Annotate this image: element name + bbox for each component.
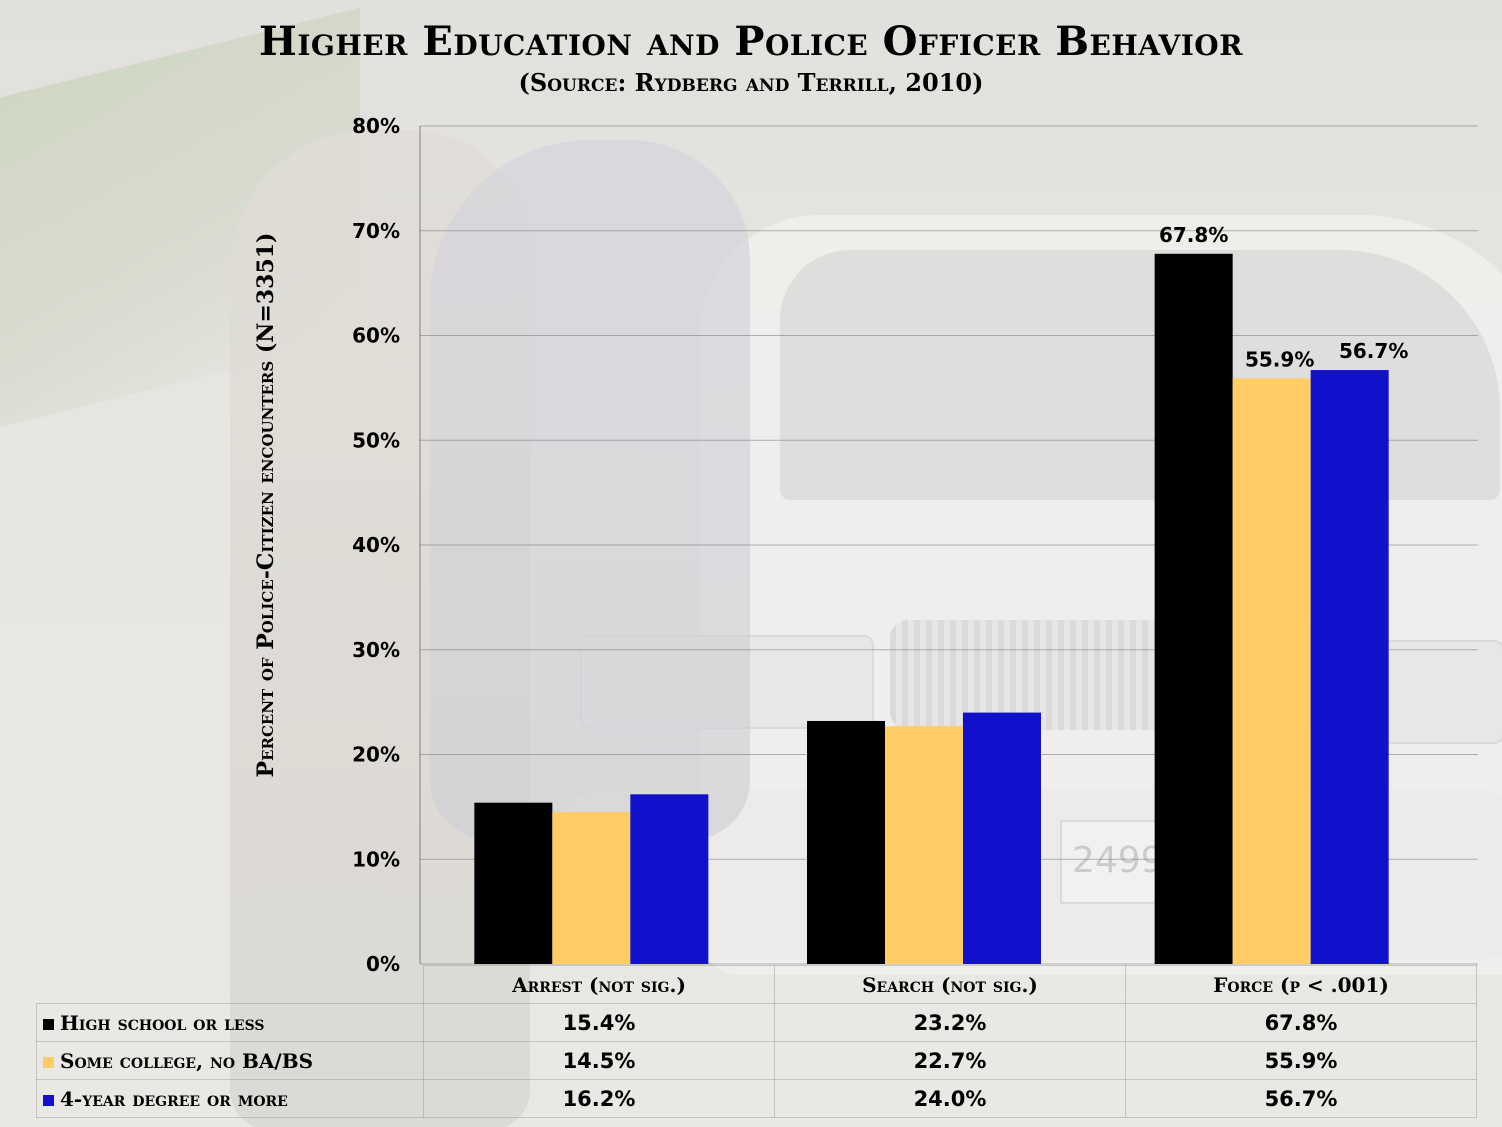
legend-key-4-year-degree (43, 1094, 54, 1106)
bar (885, 726, 963, 964)
y-tick-label: 70% (352, 219, 400, 243)
table-cell: 55.9% (1125, 1041, 1477, 1080)
category-label-force: Force (p < .001) (1125, 965, 1477, 1004)
bar (552, 812, 631, 964)
data-table-row: 4-year degree or more 16.2% 24.0% 56.7% (36, 1079, 1477, 1118)
chart-title: Higher Education and Police Officer Beha… (259, 18, 1243, 65)
y-tick-label: 80% (352, 114, 400, 138)
bar (963, 712, 1041, 964)
legend-key-some-college (43, 1056, 54, 1068)
y-tick-label: 10% (352, 847, 400, 871)
category-label-arrest: Arrest (not sig.) (423, 965, 775, 1004)
y-tick-label: 30% (352, 638, 400, 662)
table-cell: 22.7% (774, 1041, 1126, 1080)
table-cell: 14.5% (423, 1041, 775, 1080)
legend-entry-some-college: Some college, no BA/BS (36, 1041, 424, 1080)
y-tick-label: 20% (352, 743, 400, 767)
legend-key-high-school (43, 1018, 54, 1030)
chart-subtitle: (Source: Rydberg and Terrill, 2010) (518, 68, 984, 97)
bar (630, 794, 709, 964)
y-tick-label: 40% (352, 533, 400, 557)
legend-entry-high-school: High school or less (36, 1003, 424, 1042)
legend-label: Some college, no BA/BS (60, 1048, 314, 1073)
table-cell: 24.0% (774, 1079, 1126, 1118)
category-label-search: Search (not sig.) (774, 965, 1126, 1004)
table-cell: 56.7% (1125, 1079, 1477, 1118)
bar (807, 720, 885, 964)
table-cell: 16.2% (423, 1079, 775, 1118)
bar (474, 802, 553, 964)
table-cell: 15.4% (423, 1003, 775, 1042)
y-tick-label: 60% (352, 324, 400, 348)
table-cell: 23.2% (774, 1003, 1126, 1042)
data-table-header-row: Arrest (not sig.) Search (not sig.) Forc… (36, 965, 1477, 1004)
data-table-corner (36, 965, 424, 1004)
data-table: Arrest (not sig.) Search (not sig.) Forc… (36, 965, 1477, 1118)
data-label: 55.9% (1245, 347, 1314, 371)
data-table-row: Some college, no BA/BS 14.5% 22.7% 55.9% (36, 1041, 1477, 1080)
legend-entry-4-year-degree: 4-year degree or more (36, 1079, 424, 1118)
table-cell: 67.8% (1125, 1003, 1477, 1042)
data-label: 56.7% (1339, 339, 1408, 363)
y-tick-label: 50% (352, 428, 400, 452)
data-label: 67.8% (1159, 223, 1228, 247)
legend-label: 4-year degree or more (60, 1086, 288, 1111)
legend-label: High school or less (60, 1010, 265, 1035)
data-table-row: High school or less 15.4% 23.2% 67.8% (36, 1003, 1477, 1042)
bar (1232, 378, 1311, 964)
bar (1154, 253, 1233, 965)
bar (1310, 370, 1389, 964)
